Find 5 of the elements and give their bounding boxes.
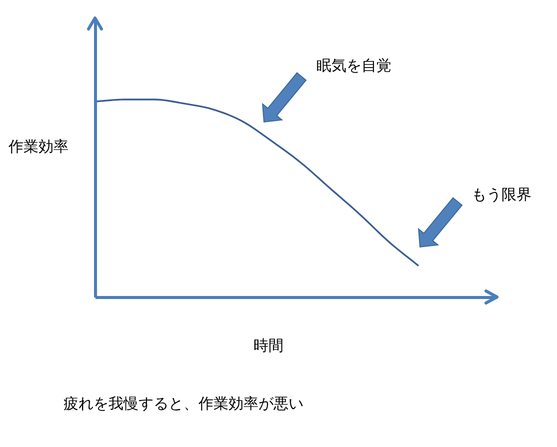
x-axis-title: 時間: [254, 336, 284, 354]
text: もう限界: [472, 186, 532, 204]
y-axis-title: 作業効率: [8, 138, 68, 156]
text: 疲れを我慢すると、作業効率が悪い: [64, 394, 304, 412]
text: 眠気を自覚: [316, 56, 392, 74]
